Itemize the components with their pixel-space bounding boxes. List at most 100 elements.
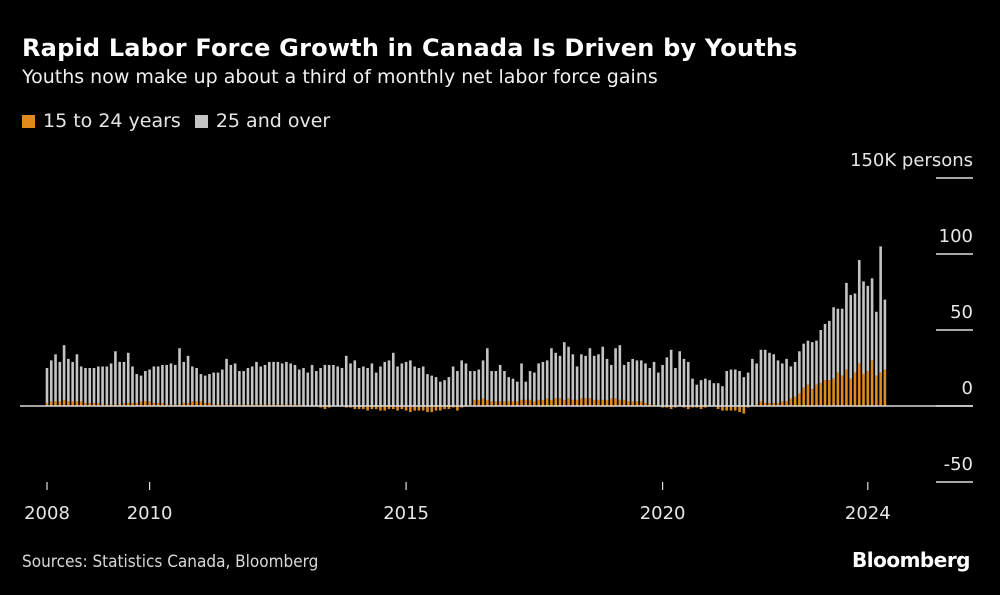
bar-youth: [661, 406, 664, 408]
bar-youth: [238, 404, 241, 406]
bar-adult: [353, 360, 357, 406]
bar-adult: [366, 368, 369, 406]
bar-youth: [447, 406, 451, 410]
bar-youth: [815, 384, 818, 406]
bar-adult: [875, 311, 878, 376]
bar-adult: [79, 366, 83, 402]
legend-item-adult: 25 and over: [194, 110, 331, 132]
bar-adult: [289, 363, 292, 405]
bar-adult: [759, 349, 763, 402]
bar-youth: [349, 406, 352, 408]
bar-adult: [588, 348, 592, 399]
bar-adult: [315, 371, 318, 406]
bar-adult: [131, 366, 134, 403]
bar-adult: [400, 363, 404, 406]
bar-youth: [494, 401, 498, 406]
bar-youth: [75, 401, 79, 406]
bar-adult: [776, 360, 780, 403]
bar-adult: [362, 366, 365, 406]
bar-adult: [336, 366, 339, 406]
bar-youth: [216, 404, 220, 406]
bar-youth: [610, 398, 613, 406]
bar-adult: [721, 386, 724, 406]
bar-youth: [148, 401, 151, 406]
bar-youth: [135, 402, 139, 406]
bar-adult: [404, 361, 408, 406]
bar-adult: [486, 348, 489, 400]
bar-adult: [263, 364, 267, 405]
bar-adult: [67, 358, 70, 402]
bar-youth: [203, 402, 207, 406]
bar-youth: [289, 404, 292, 406]
bar-youth: [88, 402, 92, 406]
chart-subtitle: Youths now make up about a third of mont…: [22, 66, 658, 88]
bar-youth: [285, 404, 288, 406]
bar-youth: [789, 398, 793, 406]
bar-youth: [225, 404, 228, 406]
legend: 15 to 24 years 25 and over: [22, 110, 344, 132]
bar-youth: [49, 401, 53, 406]
bar-youth: [490, 401, 493, 406]
bar-youth: [605, 399, 609, 406]
bar-youth: [776, 402, 780, 406]
bar-adult: [768, 352, 771, 403]
bar-adult: [97, 366, 100, 403]
bar-adult: [413, 366, 416, 406]
bar-adult: [862, 281, 865, 375]
bar-youth: [742, 406, 746, 414]
bar-youth: [212, 404, 216, 406]
bar-adult: [118, 361, 121, 405]
bar-youth: [182, 402, 186, 406]
bar-adult: [755, 363, 758, 405]
legend-label-adult: 25 and over: [215, 110, 331, 132]
bar-youth: [481, 398, 485, 406]
bar-youth: [101, 404, 104, 406]
bar-youth: [84, 402, 87, 406]
bar-youth: [220, 404, 224, 406]
bar-youth: [562, 399, 566, 406]
bar-adult: [229, 364, 233, 405]
bar-youth: [725, 406, 729, 411]
bar-youth: [468, 404, 472, 406]
bar-adult: [88, 368, 92, 403]
bar-youth: [515, 401, 519, 406]
bar-adult: [853, 293, 857, 373]
bar-adult: [297, 369, 301, 405]
bar-youth: [195, 401, 198, 406]
bar-youth: [486, 399, 489, 406]
bar-youth: [875, 375, 878, 406]
bar-adult: [614, 348, 617, 399]
bar-adult: [541, 361, 545, 400]
bar-youth: [622, 399, 626, 406]
bar-youth: [772, 402, 776, 406]
bar-youth: [400, 406, 404, 410]
bar-adult: [627, 361, 630, 402]
bar-adult: [396, 366, 399, 406]
bar-adult: [225, 358, 228, 405]
bar-adult: [109, 363, 113, 405]
bar-adult: [733, 369, 737, 406]
bar-youth: [567, 398, 570, 406]
bar-youth: [759, 401, 763, 406]
bar-youth: [763, 402, 767, 406]
bar-adult: [49, 360, 53, 402]
bar-youth: [853, 372, 857, 406]
bar-youth: [669, 406, 673, 410]
bar-youth: [169, 404, 173, 406]
bar-adult: [370, 363, 374, 406]
bar-adult: [216, 372, 220, 405]
bar-youth: [879, 372, 882, 406]
bar-youth: [126, 402, 130, 406]
bar-youth: [550, 399, 553, 406]
bar-adult: [567, 346, 570, 399]
bar-youth: [413, 406, 416, 411]
bar-youth: [699, 406, 703, 410]
bar-adult: [699, 380, 703, 406]
bar-adult: [173, 364, 177, 405]
bar-youth: [156, 402, 160, 406]
bar-adult: [622, 364, 626, 400]
bar-adult: [631, 358, 634, 402]
bar-youth: [849, 378, 852, 406]
bar-youth: [430, 406, 434, 413]
bar-adult: [426, 374, 429, 406]
